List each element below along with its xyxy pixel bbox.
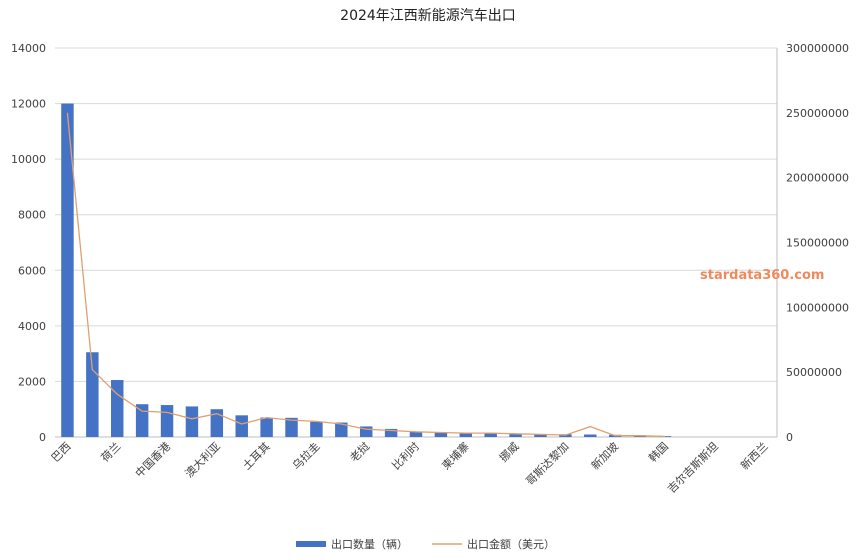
category-label: 荷兰 [99,440,124,465]
left-tick-label: 8000 [18,209,46,222]
bar [160,405,174,437]
left-axis: 0 2000 4000 6000 8000 10000 12000 14000 [11,42,46,444]
bar [584,434,597,437]
right-tick-label: 100000000 [786,301,849,314]
right-tick-label: 0 [786,431,793,444]
category-label: 土耳其 [240,440,273,473]
bar [434,431,448,437]
left-tick-label: 14000 [11,42,46,55]
right-tick-label: 200000000 [786,172,849,185]
bar [235,415,248,437]
line-series [66,112,666,438]
chart-title: 2024年江西新能源汽车出口 [340,7,516,24]
left-tick-label: 0 [39,431,46,444]
left-tick-label: 6000 [18,264,46,277]
bar [210,409,224,437]
bar [509,433,522,437]
legend: 出口数量（辆） 出口金额（美元） [296,537,555,551]
category-label: 老挝 [347,439,372,464]
category-label: 新西兰 [737,439,770,472]
right-tick-label: 250000000 [786,107,849,120]
bar [359,426,373,437]
left-tick-label: 2000 [18,375,46,388]
bar [384,428,398,437]
legend-swatch-bar [296,541,326,547]
bar [310,421,323,437]
category-label: 乌拉圭 [289,439,322,472]
bar [135,404,149,437]
right-tick-label: 50000000 [786,366,842,379]
category-axis: 巴西 荷兰 中国香港 澳大利亚 土耳其 乌拉圭 老挝 比利时 柬埔寨 挪威 哥斯达黎加 新加坡 韩国吉尔… [49,439,771,496]
bar [260,417,273,437]
watermark: stardata360.com [700,268,824,283]
legend-label-line: 出口金额（美元） [467,537,555,551]
category-label: 巴西 [49,440,74,465]
bar [409,431,423,437]
category-label: 哥斯达黎加 [523,439,572,488]
amount-line [66,112,666,438]
category-label: 新加坡 [588,439,621,472]
left-tick-label: 12000 [11,98,46,111]
left-tick-label: 10000 [11,153,46,166]
bar [185,406,199,437]
legend-label-bar: 出口数量（辆） [331,537,408,551]
bar [335,422,348,437]
left-tick-label: 4000 [18,320,46,333]
right-tick-label: 150000000 [786,237,849,250]
bar [111,380,124,437]
category-label: 比利时 [390,440,423,473]
bar [484,432,497,437]
category-label: 中国香港 [133,440,173,480]
bar [61,103,74,438]
category-label: 澳大利亚 [182,439,223,480]
bar [285,417,298,437]
category-label: 韩国 [646,439,671,464]
grid [55,47,778,438]
right-tick-label: 300000000 [786,42,849,55]
right-axis: 0 50000000 100000000 150000000 200000000 2500… [786,42,849,444]
category-label: 柬埔寨 [439,439,472,472]
bar [459,432,473,437]
category-label: 吉尔吉斯斯坦 [664,439,721,496]
category-label: 挪威 [496,439,521,464]
bar [534,433,547,437]
